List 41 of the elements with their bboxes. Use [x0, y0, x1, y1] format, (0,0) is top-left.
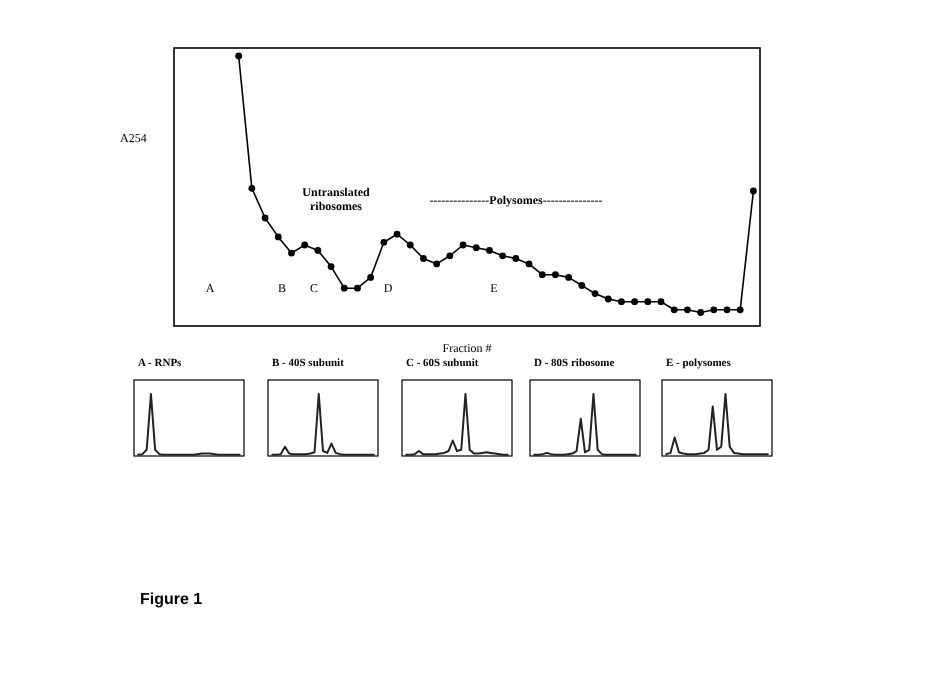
- point: [631, 298, 639, 306]
- point: [327, 263, 335, 270]
- point: [406, 241, 414, 249]
- caption: Figure 1: [140, 590, 204, 608]
- point: [446, 252, 454, 260]
- point: [618, 298, 625, 306]
- point: [657, 298, 665, 306]
- point: [301, 241, 309, 249]
- point: [420, 255, 427, 262]
- point: [525, 260, 533, 268]
- point: [736, 306, 744, 314]
- point: [433, 260, 441, 268]
- point: [486, 247, 493, 254]
- point: [380, 238, 388, 246]
- point: [340, 284, 348, 292]
- point: [697, 309, 705, 316]
- point: [274, 233, 282, 241]
- point: [499, 252, 507, 260]
- point: [288, 249, 295, 257]
- point: [684, 306, 691, 314]
- point: [552, 271, 559, 279]
- point: [354, 284, 361, 292]
- point: [538, 271, 546, 279]
- point: [314, 247, 322, 254]
- point: [261, 214, 269, 222]
- point: [750, 187, 757, 195]
- point: [591, 290, 599, 297]
- point: [459, 241, 467, 249]
- point: [472, 244, 480, 252]
- point: [723, 306, 731, 314]
- point: [604, 295, 612, 303]
- point: [565, 274, 573, 281]
- point: [393, 230, 401, 238]
- point: [248, 184, 256, 192]
- point: [512, 255, 520, 262]
- point: [367, 274, 375, 281]
- point: [710, 306, 718, 314]
- point: [644, 298, 652, 306]
- point: [670, 306, 678, 314]
- point: [235, 52, 243, 60]
- point: [578, 282, 586, 289]
